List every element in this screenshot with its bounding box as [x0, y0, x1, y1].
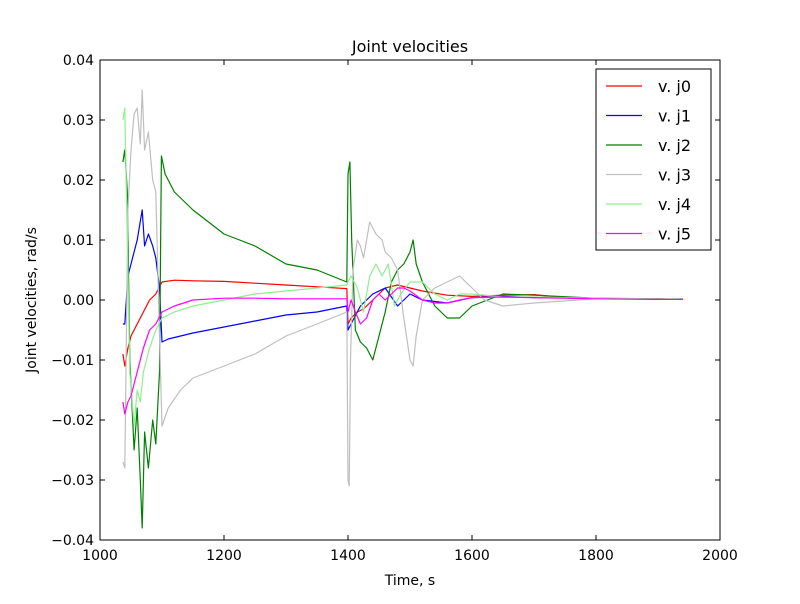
legend-label-j1: v. j1 — [658, 107, 691, 126]
legend-box — [595, 68, 712, 251]
legend-label-j5: v. j5 — [658, 225, 691, 244]
y-tick-label: 0.01 — [63, 233, 94, 249]
y-axis-label: Joint velocities, rad/s — [24, 227, 40, 374]
y-tick-label: −0.04 — [51, 533, 94, 549]
series-line-j2 — [122, 149, 683, 529]
ticks-layer: 1000 1200 1400 1600 1800 2000 −0.04 −0.03 −0.02 −… — [51, 53, 738, 564]
y-tick-label: 0.03 — [63, 113, 94, 129]
series-line-j4 — [122, 107, 683, 427]
y-tick-label: 0.04 — [63, 53, 94, 69]
y-tick-label: 0.02 — [63, 173, 94, 189]
legend: v. j0 v. j1 v. j2 v. j3 v. j4 v. j5 — [595, 68, 712, 251]
y-tick-label: −0.01 — [51, 353, 94, 369]
legend-label-j3: v. j3 — [658, 166, 691, 185]
x-tick-label: 1600 — [454, 548, 490, 564]
x-tick-label: 1000 — [82, 548, 118, 564]
series-line-j5 — [122, 287, 683, 415]
x-tick-label: 1400 — [330, 548, 366, 564]
x-tick-label: 1800 — [578, 548, 614, 564]
x-tick-label: 1200 — [206, 548, 242, 564]
chart-title: Joint velocities — [351, 37, 468, 56]
legend-label-j4: v. j4 — [658, 195, 691, 214]
y-tick-label: 0.00 — [63, 293, 94, 309]
y-tick-label: −0.03 — [51, 473, 94, 489]
legend-label-j2: v. j2 — [658, 136, 691, 155]
x-axis-label: Time, s — [384, 573, 435, 589]
series-layer — [122, 89, 683, 529]
x-tick-label: 2000 — [702, 548, 738, 564]
legend-label-j0: v. j0 — [658, 77, 691, 96]
series-line-j3 — [122, 89, 683, 487]
series-line-j0 — [122, 279, 683, 367]
y-tick-label: −0.02 — [51, 413, 94, 429]
